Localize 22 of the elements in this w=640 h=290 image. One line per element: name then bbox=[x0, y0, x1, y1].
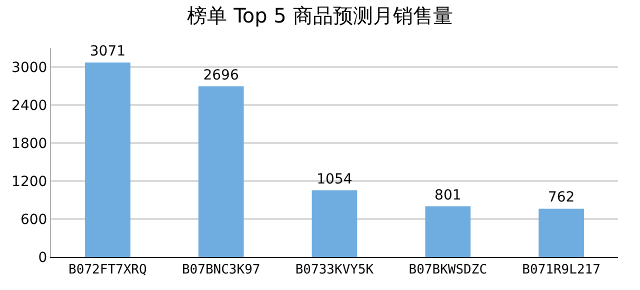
data-label: 3071 bbox=[90, 44, 126, 60]
bar bbox=[312, 190, 358, 257]
data-label: 2696 bbox=[203, 67, 239, 84]
data-label: 801 bbox=[434, 187, 462, 204]
bar bbox=[85, 62, 130, 257]
x-tick-label: B0733KVY5K bbox=[295, 262, 374, 278]
y-tick-label: 1800 bbox=[12, 136, 48, 152]
data-label: 762 bbox=[548, 190, 575, 206]
x-tick-label: B071R9L217 bbox=[522, 262, 600, 278]
y-tick-label: 0 bbox=[38, 250, 48, 266]
x-tick-label: B072FT7XRQ bbox=[68, 262, 147, 278]
chart-title: 榜单 Top 5 商品预测月销售量 bbox=[187, 4, 453, 28]
x-tick-label: B07BNC3K97 bbox=[182, 262, 260, 278]
data-label: 1054 bbox=[316, 171, 352, 188]
bar bbox=[538, 208, 584, 257]
y-tick-label: 1200 bbox=[12, 174, 48, 190]
y-tick-label: 600 bbox=[20, 212, 48, 228]
y-tick-label: 2400 bbox=[12, 98, 48, 114]
bar bbox=[198, 86, 244, 257]
bar bbox=[425, 206, 471, 257]
x-tick-label: B07BKWSDZC bbox=[408, 262, 488, 278]
y-tick-label: 3000 bbox=[12, 60, 48, 76]
